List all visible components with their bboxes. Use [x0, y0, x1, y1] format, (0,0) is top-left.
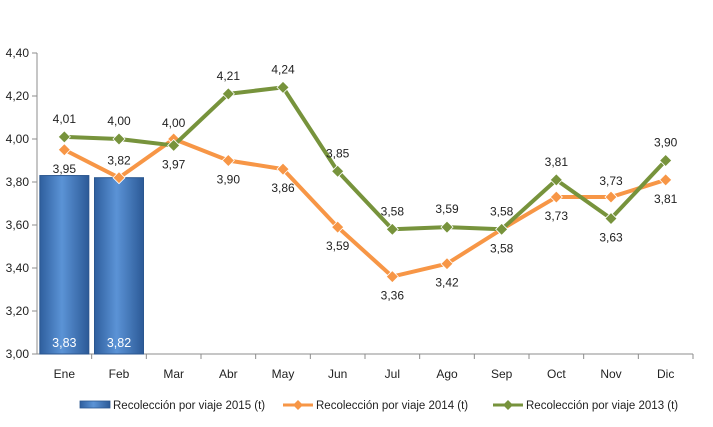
series-marker	[276, 80, 290, 94]
series-marker	[276, 162, 290, 176]
line-value-label: 3,95	[53, 162, 77, 176]
x-tick-label: Dic	[657, 367, 674, 381]
line-value-label: 3,97	[162, 157, 186, 171]
x-tick-label: Feb	[109, 367, 130, 381]
x-tick-label: Sep	[491, 367, 513, 381]
series-marker	[331, 220, 345, 234]
line-value-label: 4,00	[162, 116, 186, 130]
series-marker	[604, 190, 618, 204]
bar	[94, 177, 144, 355]
y-tick-label: 4,20	[6, 89, 30, 103]
line-value-label: 3,90	[217, 173, 241, 187]
series-marker	[57, 130, 71, 144]
series-marker	[659, 153, 673, 168]
axes: 3,00 3,20 3,40 3,60 3,80 4,00 4,20 4,40 Ene Feb Ma…	[6, 46, 694, 381]
series-marker	[549, 190, 563, 204]
line-value-label: 3,82	[107, 154, 131, 168]
line-value-label: 3,63	[599, 231, 623, 245]
series-marker	[385, 222, 399, 236]
x-tick-label: Nov	[600, 367, 621, 381]
bar-value-label: 3,83	[52, 336, 76, 350]
legend-swatch-bar	[79, 400, 111, 409]
series-marker	[495, 222, 509, 236]
series-marker	[112, 171, 126, 185]
line-value-label: 3,59	[326, 239, 350, 253]
series-marker	[221, 153, 235, 168]
series-marker	[385, 270, 399, 284]
series-marker	[167, 138, 181, 153]
legend-label: Recolección por viaje 2015 (t)	[113, 400, 265, 412]
line-value-label: 3,58	[490, 241, 514, 255]
series-line	[62, 85, 668, 232]
line-value-label: 3,81	[545, 155, 569, 169]
line-value-label: 3,86	[271, 181, 295, 195]
series-marker	[331, 164, 345, 178]
x-tick-label: Abr	[219, 367, 238, 381]
x-tick-label: Ene	[54, 367, 76, 381]
bar-value-label: 3,82	[107, 336, 131, 350]
y-tick-label: 3,40	[6, 261, 30, 275]
y-tick-label: 3,00	[6, 347, 30, 361]
series-marker	[549, 173, 563, 187]
line-value-label: 4,01	[53, 112, 77, 126]
bar	[39, 175, 90, 355]
x-tick-label: Jul	[385, 367, 400, 381]
x-tick-label: Oct	[547, 367, 566, 381]
legend-label: Recolección por viaje 2013 (t)	[526, 400, 678, 412]
line-value-label: 4,24	[271, 62, 295, 76]
legend-swatch-marker	[293, 400, 303, 410]
line-value-label: 3,81	[654, 192, 678, 206]
x-tick-label: Jun	[328, 367, 347, 381]
y-tick-label: 3,60	[6, 218, 30, 232]
line-value-label: 3,73	[545, 209, 569, 223]
line-value-label: 3,90	[654, 136, 678, 150]
data-labels-layer: 3,83 3,82 3,95 3,82 4,00 3,90 3,86 3,59 3,36 3,42…	[52, 62, 678, 350]
line-value-label: 3,36	[381, 289, 405, 303]
series-marker	[221, 87, 235, 101]
series-marker	[604, 211, 618, 226]
series-marker	[440, 257, 454, 271]
series-marker	[440, 220, 454, 234]
x-tick-label: May	[272, 367, 295, 381]
bars-layer	[39, 175, 144, 355]
y-tick-label: 4,00	[6, 132, 30, 146]
line-value-label: 3,58	[381, 204, 405, 218]
legend: Recolección por viaje 2015 (t) Recolecció…	[79, 400, 678, 412]
line-value-label: 4,21	[217, 69, 241, 83]
lines-layer	[57, 80, 673, 284]
line-value-label: 3,59	[435, 202, 459, 216]
series-marker	[659, 173, 673, 187]
legend-label: Recolección por viaje 2014 (t)	[316, 400, 468, 412]
line-value-label: 3,42	[435, 276, 459, 290]
series-line	[62, 137, 668, 279]
x-tick-label: Ago	[436, 367, 458, 381]
line-value-label: 3,73	[599, 174, 623, 188]
series-marker	[57, 143, 71, 157]
line-value-label: 3,85	[326, 146, 350, 160]
y-tick-label: 3,20	[6, 304, 30, 318]
legend-swatch-marker	[503, 400, 513, 410]
y-tick-label: 3,80	[6, 175, 30, 189]
line-value-label: 4,00	[107, 114, 131, 128]
line-value-label: 3,58	[490, 204, 514, 218]
x-tick-label: Mar	[163, 367, 184, 381]
y-tick-label: 4,40	[6, 46, 30, 60]
series-marker	[112, 132, 126, 146]
